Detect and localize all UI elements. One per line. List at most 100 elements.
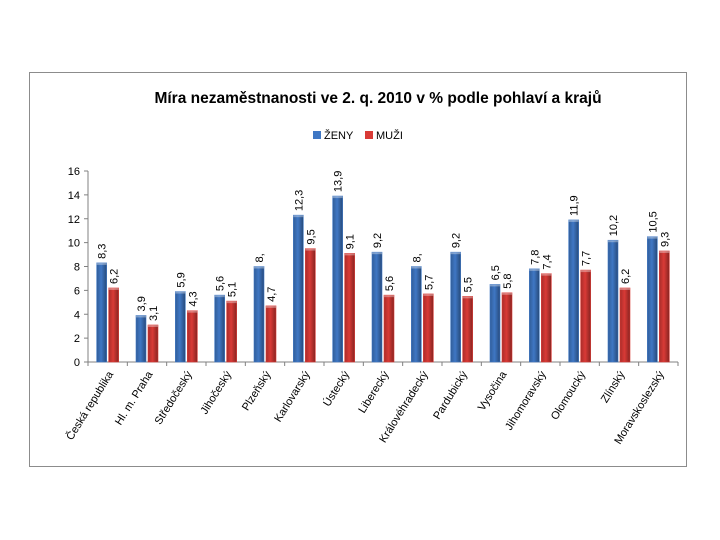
chart-title: Míra nezaměstnanosti ve 2. q. 2010 v % p… xyxy=(154,90,601,107)
data-label-muzi: 3,1 xyxy=(148,306,160,321)
chart-frame: Míra nezaměstnanosti ve 2. q. 2010 v % p… xyxy=(29,72,687,467)
bar-muzi xyxy=(265,305,277,363)
category-label: Plzeňský xyxy=(240,369,274,413)
data-label-zeny: 10,2 xyxy=(608,215,620,236)
bar-zeny xyxy=(96,262,107,363)
bar-cap xyxy=(214,295,225,298)
bar-cap xyxy=(305,248,316,251)
bar-cap xyxy=(502,292,512,295)
data-label-zeny: 8, xyxy=(254,253,266,262)
bar-cap xyxy=(423,293,434,296)
legend-label-muzi: MUŽI xyxy=(376,129,403,142)
bar-muzi xyxy=(541,273,552,363)
data-label-zeny: 8, xyxy=(411,253,423,262)
bar-muzi xyxy=(108,287,119,363)
bar-cap xyxy=(659,250,670,253)
y-tick-label: 10 xyxy=(68,238,80,250)
data-label-muzi: 4,7 xyxy=(266,287,278,302)
bar-muzi xyxy=(580,269,591,363)
data-label-muzi: 5,6 xyxy=(384,276,396,291)
category-label: Olomoucký xyxy=(549,369,589,422)
category-label: Ústecký xyxy=(320,368,352,408)
legend-swatch-muzi xyxy=(365,131,373,139)
data-label-muzi: 6,2 xyxy=(620,269,632,284)
data-label-muzi: 7,7 xyxy=(581,251,593,266)
legend-label-zeny: ŽENY xyxy=(324,129,354,142)
bar-cap xyxy=(226,301,237,304)
bar-cap xyxy=(568,219,579,222)
bar-cap xyxy=(136,315,146,318)
bar-muzi xyxy=(305,248,316,363)
bar-muzi xyxy=(147,324,159,363)
data-label-zeny: 8,3 xyxy=(97,244,109,259)
data-label-zeny: 11,9 xyxy=(569,195,581,216)
legend-swatch-zeny xyxy=(313,131,321,139)
bar-cap xyxy=(293,215,304,218)
chart: Míra nezaměstnanosti ve 2. q. 2010 v % p… xyxy=(63,90,679,447)
bar-zeny xyxy=(568,219,579,363)
bar-cap xyxy=(450,252,461,255)
bar-cap xyxy=(384,295,394,298)
y-tick-label: 16 xyxy=(68,166,80,178)
y-tick-label: 8 xyxy=(74,262,80,274)
bar-zeny xyxy=(489,284,501,363)
bar-zeny xyxy=(411,266,422,363)
y-tick-label: 14 xyxy=(68,190,80,202)
category-label: Zlínský xyxy=(599,369,628,405)
bar-muzi xyxy=(423,293,434,363)
bar-muzi xyxy=(226,300,237,363)
bar-muzi xyxy=(619,287,631,363)
data-label-muzi: 9,3 xyxy=(659,232,671,247)
bar-muzi xyxy=(187,310,198,363)
bar-cap xyxy=(108,287,119,290)
category-label: Karlovarský xyxy=(272,369,313,425)
bar-zeny xyxy=(450,251,461,363)
bar-cap xyxy=(620,287,630,290)
bar-cap xyxy=(148,324,158,327)
bar-cap xyxy=(462,296,473,299)
data-label-muzi: 5,7 xyxy=(423,275,435,290)
data-label-muzi: 5,5 xyxy=(463,277,475,292)
category-label: Středočeský xyxy=(153,369,196,427)
data-label-muzi: 4,3 xyxy=(187,291,199,306)
bar-cap xyxy=(541,273,552,276)
data-label-zeny: 9,2 xyxy=(372,233,384,248)
bar-zeny xyxy=(135,315,147,363)
y-tick-label: 12 xyxy=(68,214,80,226)
data-label-zeny: 5,9 xyxy=(175,272,187,287)
bar-cap xyxy=(608,240,618,243)
data-label-muzi: 9,1 xyxy=(345,234,357,249)
bar-cap xyxy=(96,262,107,265)
data-label-zeny: 6,5 xyxy=(490,265,502,280)
data-label-zeny: 3,9 xyxy=(136,296,148,311)
bar-zeny xyxy=(647,236,658,363)
bar-zeny xyxy=(293,214,304,363)
bar-zeny xyxy=(332,195,343,363)
data-label-muzi: 7,4 xyxy=(541,254,553,269)
y-tick-label: 2 xyxy=(74,333,80,345)
data-label-zeny: 7,8 xyxy=(529,250,541,265)
bar-cap xyxy=(580,270,591,273)
bar-cap xyxy=(529,268,540,271)
category-label: Jihočeský xyxy=(198,369,234,417)
bar-cap xyxy=(372,252,382,255)
category-label: Liberecký xyxy=(356,369,391,416)
legend: ŽENY MUŽI xyxy=(313,129,403,142)
bar-muzi xyxy=(462,296,473,363)
data-label-zeny: 9,2 xyxy=(451,233,463,248)
bar-cap xyxy=(332,196,343,199)
bar-cap xyxy=(175,291,186,294)
data-label-muzi: 5,8 xyxy=(502,273,514,288)
bar-zeny xyxy=(607,239,619,363)
y-tick-label: 4 xyxy=(74,309,80,321)
bar-zeny xyxy=(175,291,186,363)
data-label-zeny: 10,5 xyxy=(647,211,659,232)
bar-zeny xyxy=(529,268,540,363)
y-tick-label: 6 xyxy=(74,285,80,297)
bar-muzi xyxy=(383,294,395,363)
data-label-muzi: 6,2 xyxy=(109,269,121,284)
bar-cap xyxy=(266,305,276,308)
data-label-zeny: 5,6 xyxy=(215,276,227,291)
data-label-muzi: 5,1 xyxy=(227,282,239,297)
